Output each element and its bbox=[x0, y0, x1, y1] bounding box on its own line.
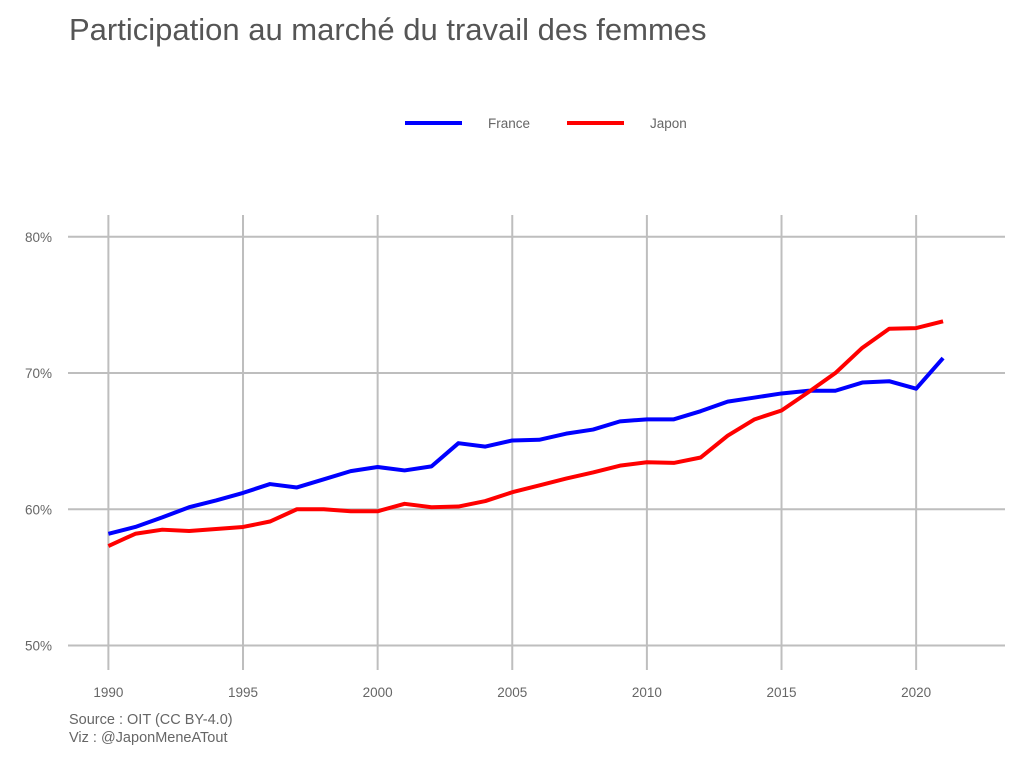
x-tick-label: 2015 bbox=[766, 685, 796, 700]
legend-label-france: France bbox=[488, 116, 530, 131]
series-line-japon bbox=[107, 319, 944, 548]
chart-title: Participation au marché du travail des f… bbox=[69, 12, 707, 47]
y-tick-label: 60% bbox=[25, 502, 52, 517]
y-tick-label: 50% bbox=[25, 638, 52, 653]
series-line-france bbox=[107, 356, 945, 536]
x-tick-label: 2020 bbox=[901, 685, 931, 700]
legend-label-japon: Japon bbox=[650, 116, 687, 131]
source-caption: Source : OIT (CC BY-4.0) bbox=[69, 712, 233, 728]
x-tick-label: 2005 bbox=[497, 685, 527, 700]
y-tick-label: 70% bbox=[25, 366, 52, 381]
x-tick-label: 1995 bbox=[228, 685, 258, 700]
x-tick-label: 2000 bbox=[363, 685, 393, 700]
x-tick-label: 1990 bbox=[93, 685, 123, 700]
legend: France Japon bbox=[405, 116, 687, 131]
x-tick-label: 2010 bbox=[632, 685, 662, 700]
viz-caption: Viz : @JaponMeneATout bbox=[69, 730, 228, 746]
y-tick-label: 80% bbox=[25, 230, 52, 245]
